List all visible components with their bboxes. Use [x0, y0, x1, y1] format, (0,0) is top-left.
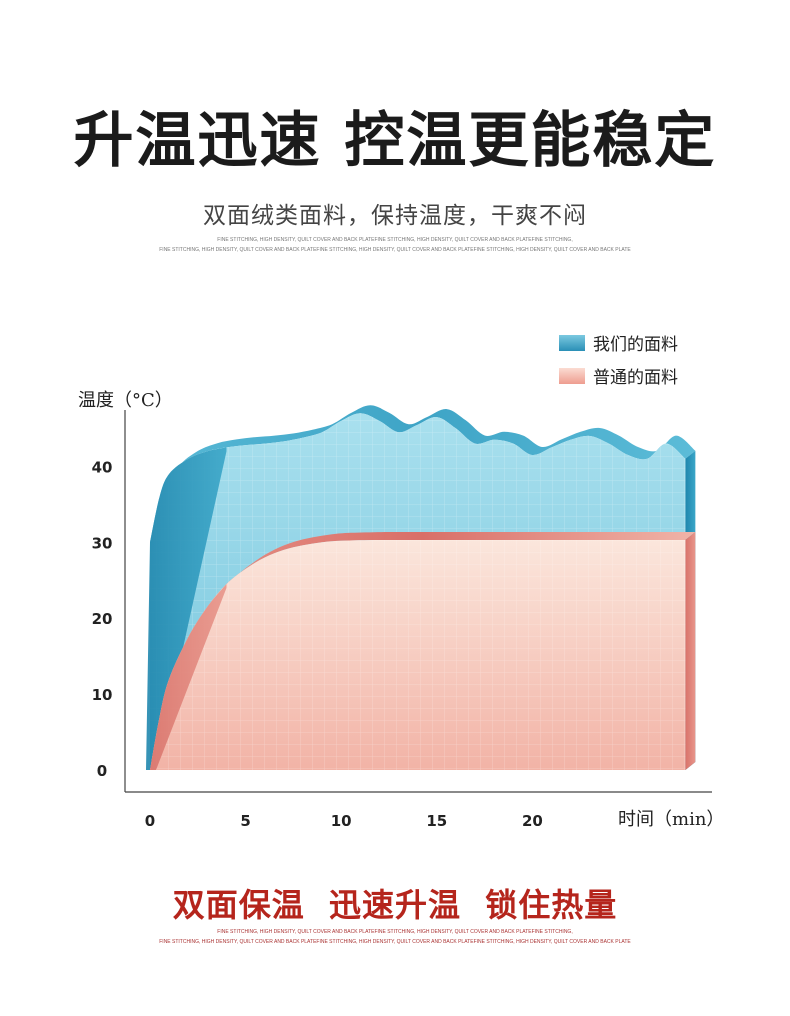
x-axis-label: 时间（min）: [618, 809, 724, 830]
legend-label-ours: 我们的面料: [593, 335, 678, 355]
x-tick-label-10: 10: [331, 812, 352, 830]
y-tick-label-30: 30: [92, 534, 113, 552]
y-tick-label-20: 20: [92, 610, 113, 628]
fine-print-bottom-1: FINE STITCHING, HIGH DENSITY, QUILT COVE…: [217, 929, 573, 935]
x-tick-label-5: 5: [240, 812, 250, 830]
fine-print-top-1: FINE STITCHING, HIGH DENSITY, QUILT COVE…: [217, 237, 573, 243]
fine-print-bottom-2: FINE STITCHING, HIGH DENSITY, QUILT COVE…: [159, 939, 631, 945]
series-regular-grid-texture: [150, 539, 686, 770]
y-tick-label-40: 40: [92, 458, 113, 476]
y-axis-label: 温度（°C）: [78, 390, 173, 411]
y-tick-label-0: 0: [97, 762, 107, 780]
legend-swatch-regular: [559, 368, 585, 384]
series-ours-top-face: [150, 405, 696, 543]
legend: 我们的面料 普通的面料: [559, 335, 678, 388]
legend-swatch-ours: [559, 335, 585, 351]
x-tick-label-15: 15: [426, 812, 447, 830]
legend-label-regular: 普通的面料: [593, 368, 678, 388]
page-title: 升温迅速 控温更能稳定: [73, 106, 717, 176]
series-regular: [146, 531, 696, 770]
x-tick-label-20: 20: [522, 812, 543, 830]
x-tick-label-0: 0: [145, 812, 155, 830]
footer-tagline: 双面保温 迅速升温 锁住热量: [172, 886, 618, 924]
page-subtitle: 双面绒类面料，保持温度，干爽不闷: [203, 203, 587, 229]
series-regular-left-rim: [146, 584, 227, 770]
y-tick-label-10: 10: [92, 686, 113, 704]
fine-print-top-2: FINE STITCHING, HIGH DENSITY, QUILT COVE…: [159, 247, 631, 253]
series-regular-right-face: [685, 532, 696, 770]
